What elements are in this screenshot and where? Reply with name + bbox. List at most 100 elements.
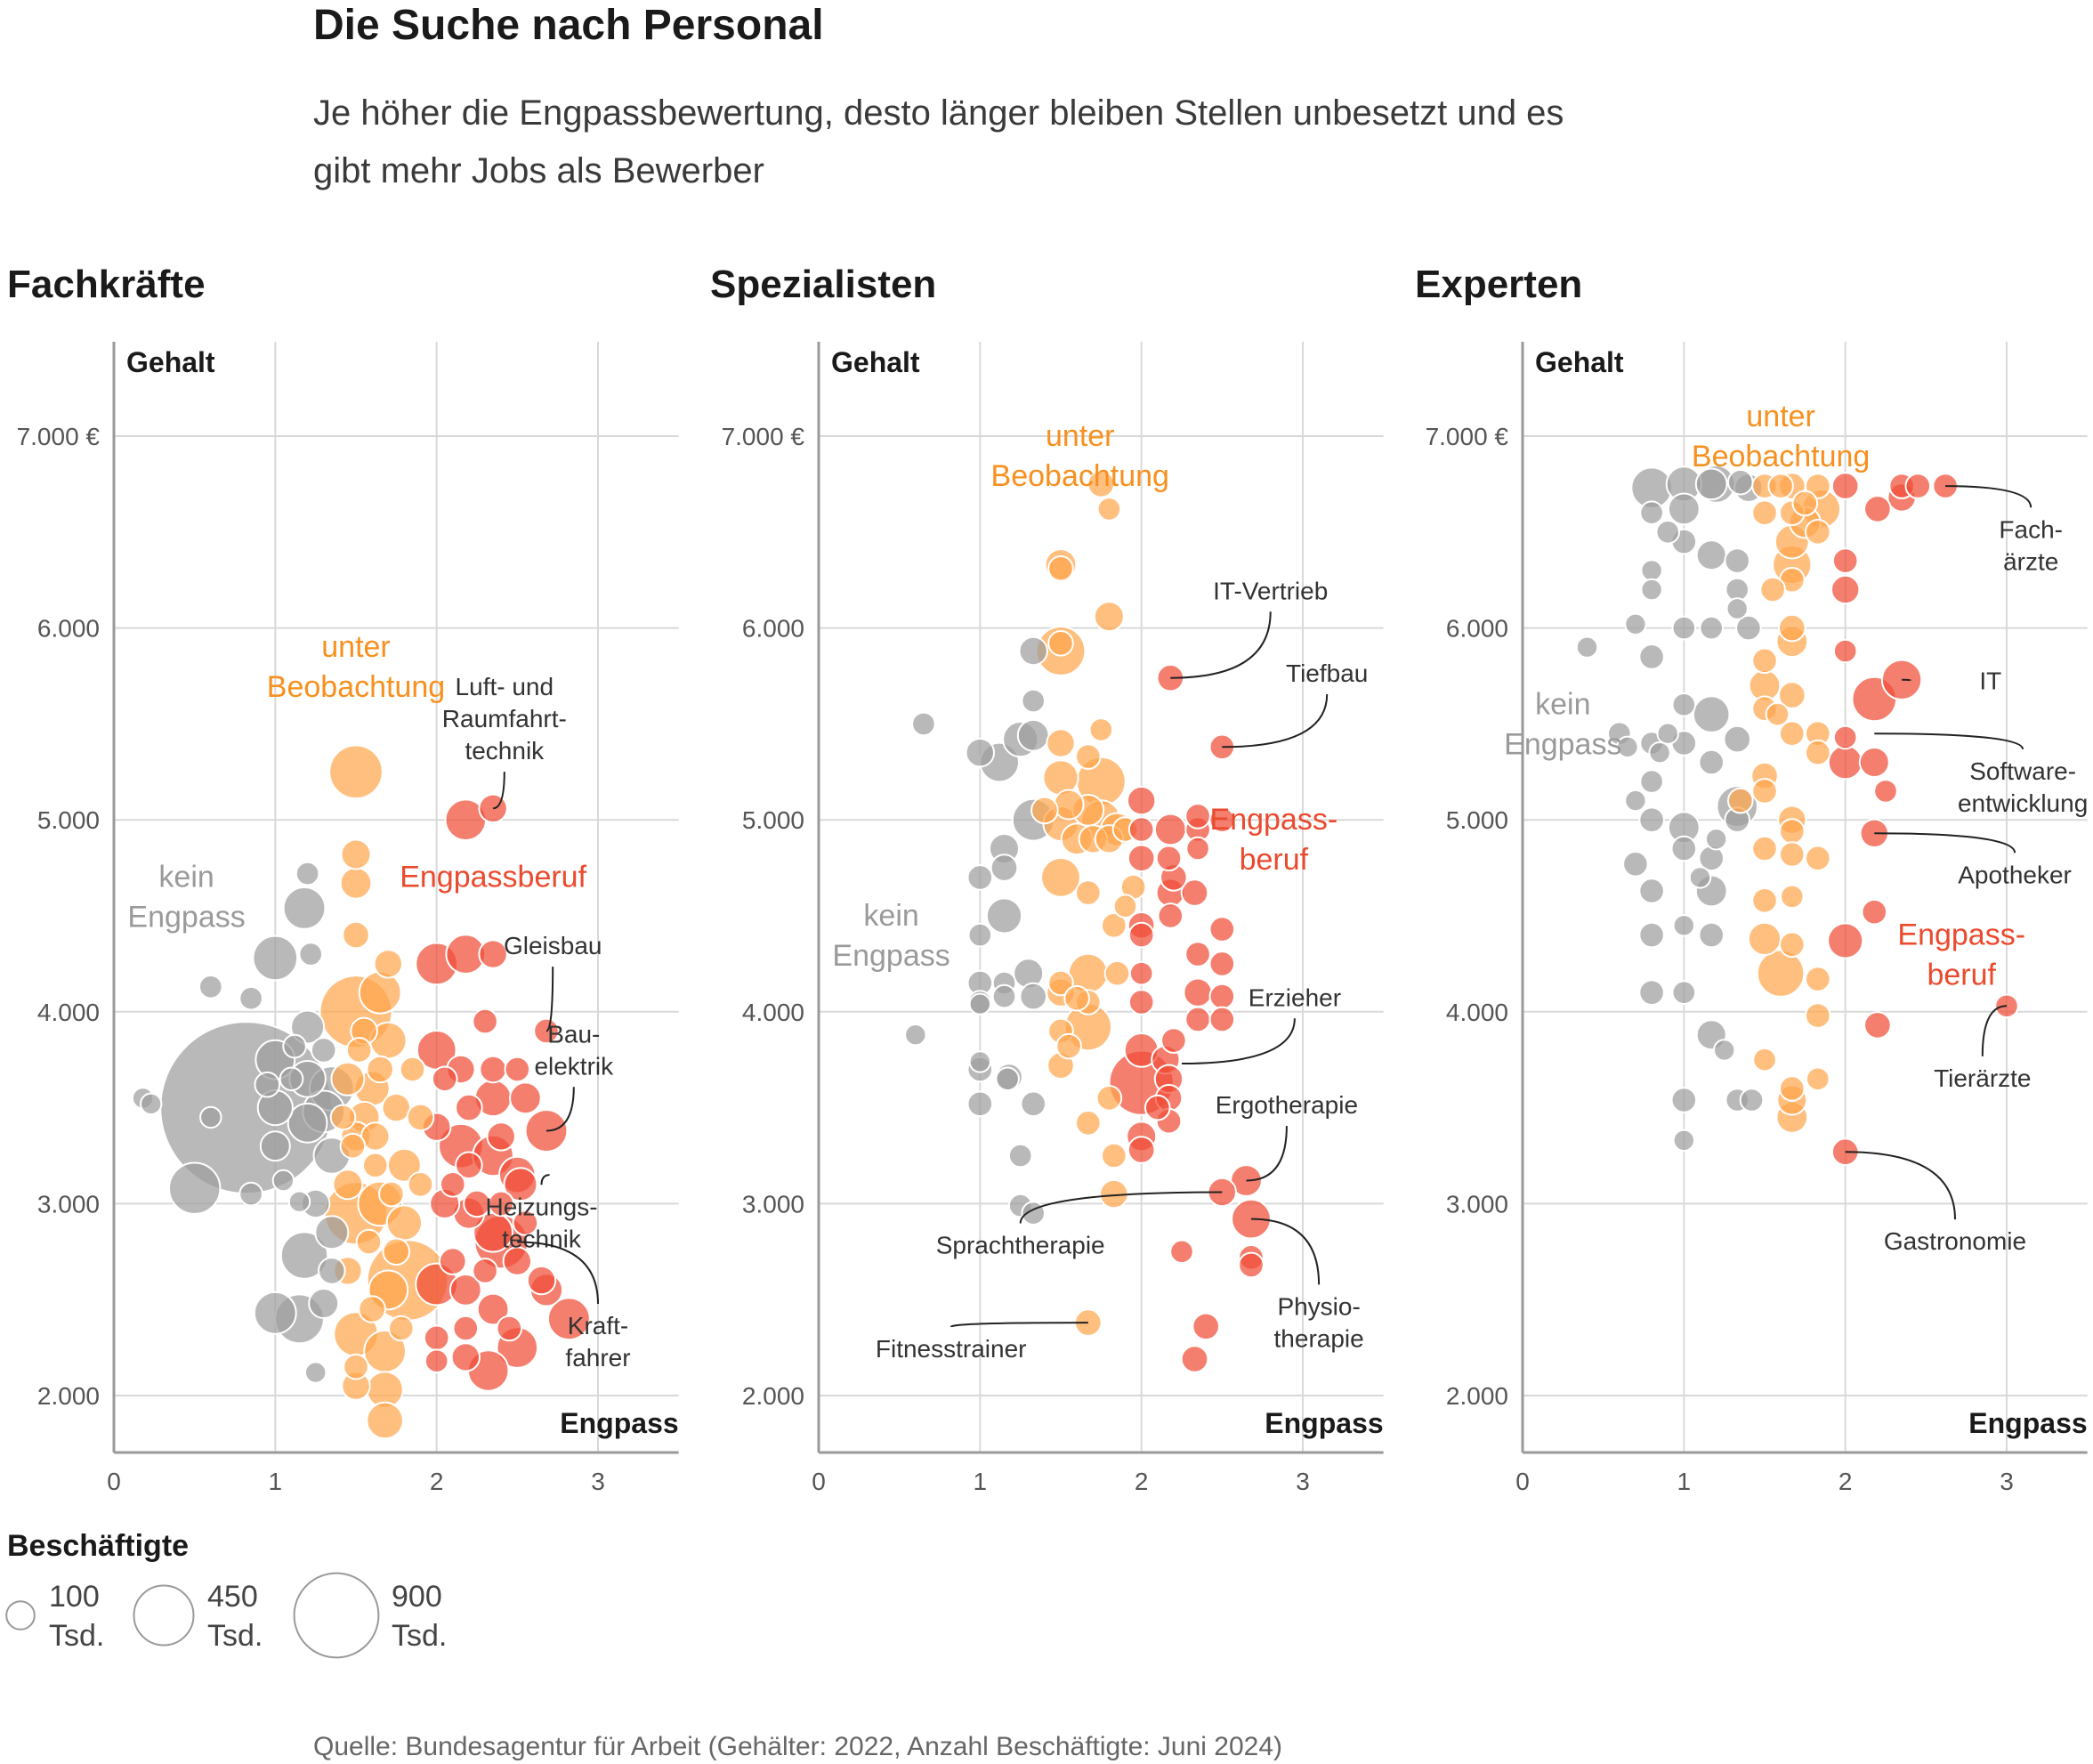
y-tick-label: 4.000 <box>1446 999 1508 1026</box>
callout-label-line: Physio- <box>1277 1292 1360 1320</box>
x-tick-label: 0 <box>107 1468 121 1495</box>
bubble-beobachtung <box>329 1104 357 1131</box>
callout-leader <box>1170 611 1272 679</box>
bubble-engpass <box>486 1121 516 1152</box>
callout-leader <box>1945 485 2032 508</box>
legend-label-450-value: 450 <box>207 1580 258 1614</box>
bubble-kein <box>271 1169 295 1193</box>
callout-label-line: entwicklung <box>1958 789 2088 817</box>
bubble-beobachtung <box>1751 835 1778 862</box>
bubble-beobachtung <box>1046 728 1076 758</box>
bubble-kein <box>1639 769 1664 794</box>
bubble-kein <box>259 1130 291 1162</box>
zone-label-beobachtung: unter Beobachtung <box>991 419 1169 493</box>
bubble-engpass <box>1144 1094 1171 1121</box>
bubble-beobachtung <box>1096 497 1122 522</box>
bubble-engpass <box>439 1247 467 1275</box>
bubble-beobachtung <box>1779 1075 1806 1102</box>
callout-label-line: Gastronomie <box>1884 1227 2026 1255</box>
bubble-engpass <box>504 1056 531 1083</box>
callout-label: Tiefbau <box>1286 659 1368 687</box>
bubble-engpass <box>502 1246 532 1276</box>
y-tick-label: 2.000 <box>1446 1382 1508 1410</box>
bubble-beobachtung <box>1088 717 1114 742</box>
bubble-kein <box>1640 559 1663 582</box>
bubble-engpass <box>1180 1345 1209 1373</box>
bubble-beobachtung <box>345 1037 373 1064</box>
bubble-kein <box>314 1215 350 1250</box>
bubble-beobachtung <box>406 1103 435 1132</box>
bubble-kein <box>968 1050 992 1073</box>
bubble-kein <box>1725 597 1749 620</box>
bubble-beobachtung <box>358 1295 386 1323</box>
bubble-beobachtung <box>1778 613 1806 643</box>
bubble-engpass <box>1863 1011 1892 1040</box>
bubble-kein <box>1638 878 1665 904</box>
bubble-engpass <box>1183 977 1213 1007</box>
bubble-engpass <box>472 1258 498 1284</box>
callout-leader <box>1874 832 2016 854</box>
zone-label-line: Beobachtung <box>267 670 445 704</box>
bubble-kein <box>1640 578 1663 602</box>
bubble-engpass <box>455 1093 483 1122</box>
callout-label: Gastronomie <box>1884 1227 2026 1255</box>
legend-circle-100 <box>5 1600 36 1630</box>
y-tick-label: 2.000 <box>742 1382 804 1410</box>
callout-leader <box>1874 732 2024 750</box>
x-axis-title: Engpass <box>560 1407 678 1439</box>
callout-leader <box>545 1087 575 1132</box>
bubble-beobachtung <box>1806 1066 1830 1092</box>
bubble-beobachtung <box>1112 894 1138 919</box>
y-tick-label: 3.000 <box>1446 1190 1508 1218</box>
subtitle-line-1: Je höher die Engpassbewertung, desto län… <box>313 93 1564 133</box>
callout-label-line: IT-Vertrieb <box>1213 577 1328 604</box>
bubble-kein <box>1016 718 1050 752</box>
y-tick-label: 6.000 <box>742 615 804 643</box>
callout-label-line: Sprachtherapie <box>936 1231 1105 1258</box>
bubble-engpass <box>452 1315 480 1342</box>
bubble-engpass <box>1157 902 1184 929</box>
bubble-beobachtung <box>1765 701 1790 727</box>
bubble-beobachtung <box>378 1180 405 1208</box>
zone-label-kein: kein Engpass <box>1504 688 1621 762</box>
bubble-beobachtung <box>1087 470 1116 498</box>
callout-label: Sprachtherapie <box>936 1231 1105 1258</box>
bubble-kein <box>238 1181 263 1207</box>
y-tick-label: 3.000 <box>742 1190 804 1218</box>
bubble-beobachtung <box>1075 743 1102 770</box>
bubble-kein <box>1735 614 1762 642</box>
bubble-kein <box>991 983 1017 1009</box>
legend-label-100-unit: Tsd. <box>49 1619 104 1653</box>
legend-label-100-value: 100 <box>49 1580 100 1614</box>
callout-label-line: Luft- und <box>456 673 554 700</box>
callout-label-line: technik <box>502 1225 582 1252</box>
x-tick-label: 0 <box>812 1468 826 1495</box>
bubble-engpass <box>1238 1251 1265 1279</box>
panel-title: Spezialisten <box>710 263 936 306</box>
y-tick-label: 2.000 <box>37 1382 100 1410</box>
callout-label-line: Ergotherapie <box>1216 1091 1358 1119</box>
bubble-beobachtung <box>1095 1085 1123 1112</box>
bubble-engpass <box>509 1081 542 1115</box>
callout-label: IT-Vertrieb <box>1213 577 1328 604</box>
bubble-kein <box>1698 748 1725 776</box>
zone-label-line: Engpass <box>1504 728 1621 762</box>
bubble-beobachtung <box>1751 887 1778 914</box>
y-axis-title: Gehalt <box>1535 346 1624 378</box>
callout-label-line: Raumfahrt- <box>442 705 567 732</box>
x-axis-title: Engpass <box>1265 1407 1383 1439</box>
zone-label-line: kein <box>1535 688 1590 722</box>
zone-label-engpass: Engpassberuf <box>400 861 586 894</box>
bubble-beobachtung <box>407 1171 434 1198</box>
callout-label: Kraft-fahrer <box>565 1312 630 1372</box>
y-axis-title: Gehalt <box>126 346 215 378</box>
bubble-beobachtung <box>1075 1110 1102 1137</box>
bubble-kein <box>1656 722 1679 745</box>
callout-label-line: Erzieher <box>1249 983 1341 1011</box>
bubble-kein <box>279 1066 304 1092</box>
bubble-beobachtung <box>1040 857 1081 898</box>
bubble-kein <box>1007 1143 1033 1169</box>
bubble-engpass <box>1153 813 1187 846</box>
bubble-kein <box>310 1037 337 1064</box>
bubble-kein <box>1699 615 1724 641</box>
